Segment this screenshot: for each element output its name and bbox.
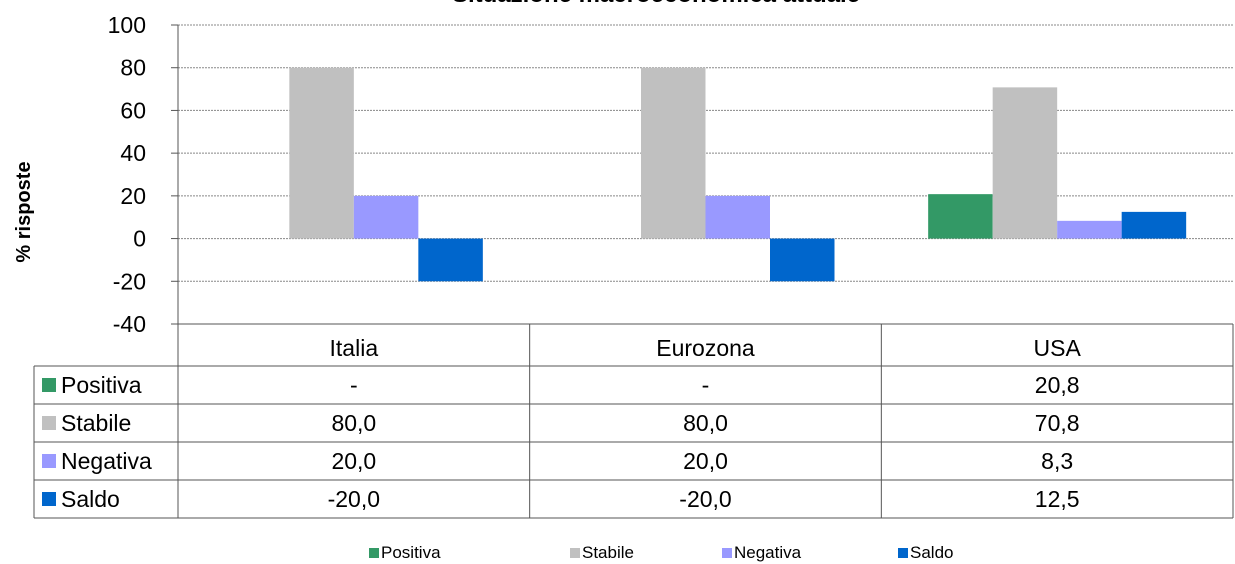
legend: Positiva Stabile Negativa Saldo xyxy=(369,543,953,562)
table-cell: -20,0 xyxy=(328,486,380,512)
y-tick-label: -20 xyxy=(113,268,146,294)
y-axis-label: % risposte xyxy=(13,161,35,262)
category-label: USA xyxy=(1034,335,1082,361)
bar-saldo xyxy=(418,238,483,282)
table-row-label: Saldo xyxy=(61,486,120,512)
legend-key-positiva xyxy=(369,548,379,558)
bar-saldo xyxy=(1121,211,1187,239)
table-row-label: Stabile xyxy=(61,410,131,436)
table-legend-key xyxy=(42,378,56,392)
legend-key-stabile xyxy=(570,548,580,558)
table-cell: 70,8 xyxy=(1035,410,1080,436)
y-tick-label: 40 xyxy=(120,140,146,166)
legend-label: Stabile xyxy=(582,543,634,562)
legend-key-negativa xyxy=(722,548,732,558)
bar-saldo xyxy=(770,238,835,282)
y-tick-label: -40 xyxy=(113,311,146,337)
data-table: Positiva - - 20,8 Stabile 80,0 80,0 70,8 Negativ… xyxy=(33,323,1234,519)
y-tick-label: 20 xyxy=(120,183,146,209)
table-cell: - xyxy=(350,372,358,398)
bar-stabile xyxy=(289,67,354,239)
bar-positiva xyxy=(928,194,993,239)
table-row-label: Positiva xyxy=(61,372,142,398)
legend-label: Saldo xyxy=(910,543,953,562)
y-tick-label: 100 xyxy=(108,12,146,38)
bar-negativa xyxy=(705,195,770,239)
table-cell: 20,0 xyxy=(331,448,376,474)
legend-label: Negativa xyxy=(734,543,802,562)
table-cell: -20,0 xyxy=(679,486,731,512)
table-cell: - xyxy=(702,372,710,398)
bar-stabile xyxy=(992,87,1058,239)
table-cell: 12,5 xyxy=(1035,486,1080,512)
table-cell: 80,0 xyxy=(331,410,376,436)
plot-area: 100 80 60 40 20 0 -20 -40 Italia Eurozona USA xyxy=(108,12,1233,518)
table-cell: 80,0 xyxy=(683,410,728,436)
table-cell: 20,0 xyxy=(683,448,728,474)
table-cell: 8,3 xyxy=(1041,448,1073,474)
y-tick-label: 80 xyxy=(120,55,146,81)
bar-negativa xyxy=(353,195,419,239)
table-legend-key xyxy=(42,492,56,506)
chart-title: Situazione macroeconomica attuale xyxy=(452,0,860,8)
y-tick-label: 0 xyxy=(133,226,146,252)
legend-key-saldo xyxy=(898,548,908,558)
y-tick-label: 60 xyxy=(120,97,146,123)
table-legend-key xyxy=(42,454,56,468)
table-row-label: Negativa xyxy=(61,448,152,474)
table-cell: 20,8 xyxy=(1035,372,1080,398)
legend-label: Positiva xyxy=(381,543,441,562)
category-label: Eurozona xyxy=(656,335,755,361)
table-legend-key xyxy=(42,416,56,430)
bar-negativa xyxy=(1057,220,1122,239)
category-label: Italia xyxy=(330,335,379,361)
bar-stabile xyxy=(641,67,706,239)
